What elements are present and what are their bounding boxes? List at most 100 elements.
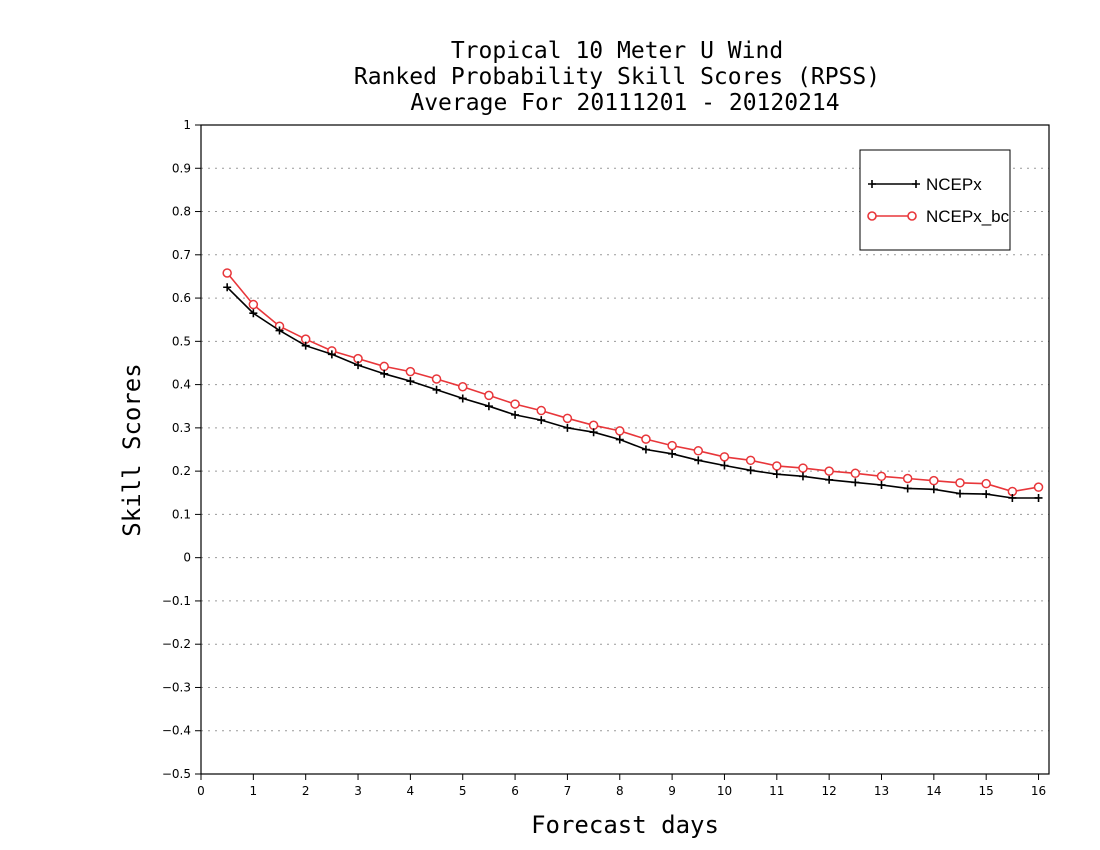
point-ncepx-2 bbox=[275, 326, 284, 335]
y-tick-label-1: 0.9 bbox=[172, 161, 191, 175]
x-tick-label-15: 15 bbox=[979, 784, 994, 798]
series-line-ncepx bbox=[226, 286, 1039, 499]
x-tick-label-9: 9 bbox=[668, 784, 676, 798]
x-tick-label-4: 4 bbox=[407, 784, 415, 798]
point-ncepx-bc-18 bbox=[693, 446, 704, 456]
y-tick-label-9: 0.1 bbox=[172, 507, 191, 521]
point-ncepx-16 bbox=[641, 445, 650, 454]
point-ncepx-bc-12 bbox=[536, 405, 546, 416]
legend-label-ncepx: NCEPx bbox=[926, 175, 982, 194]
point-ncepx-bc-20 bbox=[745, 455, 756, 466]
point-ncepx-bc-21 bbox=[772, 461, 782, 471]
point-ncepx-28 bbox=[956, 489, 965, 498]
y-tick-label-2: 0.8 bbox=[172, 205, 191, 219]
x-tick-label-13: 13 bbox=[874, 784, 889, 798]
legend-marker-ncepx-bc-2 bbox=[907, 211, 917, 221]
point-ncepx-bc-24 bbox=[850, 468, 861, 479]
y-tick-label-7: 0.3 bbox=[172, 421, 191, 435]
point-ncepx-7 bbox=[406, 377, 415, 386]
point-ncepx-30 bbox=[1008, 493, 1017, 502]
point-ncepx-bc-9 bbox=[457, 382, 468, 392]
point-ncepx-27 bbox=[929, 485, 938, 494]
legend-marker-ncepx-bc-1 bbox=[867, 211, 877, 221]
y-tick-label-11: −0.1 bbox=[162, 594, 191, 608]
point-ncepx-bc-8 bbox=[431, 374, 442, 384]
x-axis-label: Forecast days bbox=[531, 811, 719, 839]
point-ncepx-bc-10 bbox=[484, 390, 494, 401]
point-ncepx-18 bbox=[694, 456, 703, 465]
point-ncepx-13 bbox=[563, 423, 572, 432]
x-tick-label-0: 0 bbox=[197, 784, 205, 798]
y-tick-label-13: −0.3 bbox=[162, 680, 191, 694]
y-tick-label-12: −0.2 bbox=[162, 637, 191, 651]
point-ncepx-31 bbox=[1034, 493, 1043, 502]
y-tick-label-8: 0.2 bbox=[172, 464, 191, 478]
point-ncepx-bc-16 bbox=[641, 434, 651, 444]
x-tick-label-10: 10 bbox=[717, 784, 732, 798]
point-ncepx-8 bbox=[432, 385, 441, 394]
point-ncepx-bc-29 bbox=[981, 478, 991, 489]
y-axis-label: Skill Scores bbox=[118, 363, 146, 536]
x-tick-label-12: 12 bbox=[822, 784, 837, 798]
point-ncepx-10 bbox=[484, 402, 493, 411]
point-ncepx-20 bbox=[746, 466, 755, 475]
legend: NCEPx NCEPx_bc bbox=[859, 149, 1011, 251]
x-tick-label-14: 14 bbox=[926, 784, 941, 798]
y-tick-label-14: −0.4 bbox=[162, 724, 191, 738]
point-ncepx-bc-27 bbox=[929, 475, 939, 486]
x-tick-label-16: 16 bbox=[1031, 784, 1046, 798]
point-ncepx-bc-11 bbox=[510, 399, 520, 409]
point-ncepx-4 bbox=[327, 350, 336, 359]
plot-frame bbox=[200, 124, 1050, 775]
x-tick-label-6: 6 bbox=[511, 784, 519, 798]
legend-entry-ncepx-bc: NCEPx_bc bbox=[867, 207, 1010, 226]
point-ncepx-bc-15 bbox=[615, 426, 625, 436]
point-ncepx-bc-14 bbox=[588, 420, 599, 431]
point-ncepx-25 bbox=[877, 480, 886, 489]
point-ncepx-22 bbox=[798, 472, 807, 481]
y-tick-label-3: 0.7 bbox=[172, 248, 191, 262]
legend-marker-ncepx bbox=[868, 180, 920, 188]
point-ncepx-23 bbox=[825, 475, 834, 484]
x-tick-label-5: 5 bbox=[459, 784, 467, 798]
x-tick-label-11: 11 bbox=[769, 784, 784, 798]
axes: 1 0.9 0.8 0.7 0.6 0.5 0.4 0.3 0.2 0.1 0 −0.1 −0.2 −0.… bbox=[162, 118, 1050, 798]
legend-label-ncepx-bc: NCEPx_bc bbox=[926, 207, 1010, 226]
point-ncepx-bc-0 bbox=[222, 268, 232, 278]
legend-entry-ncepx: NCEPx bbox=[868, 175, 982, 194]
x-tick-label-1: 1 bbox=[250, 784, 258, 798]
point-ncepx-bc-31 bbox=[1033, 482, 1044, 492]
point-ncepx-bc-25 bbox=[876, 471, 887, 482]
y-tick-label-4: 0.6 bbox=[172, 291, 191, 305]
point-ncepx-0 bbox=[223, 283, 232, 292]
point-ncepx-15 bbox=[615, 435, 624, 444]
y-tick-label-6: 0.4 bbox=[172, 378, 191, 392]
x-tick-label-7: 7 bbox=[564, 784, 572, 798]
y-tick-label-15: −0.5 bbox=[162, 767, 191, 781]
point-ncepx-21 bbox=[772, 470, 781, 479]
point-ncepx-24 bbox=[851, 478, 860, 487]
point-ncepx-14 bbox=[589, 428, 598, 437]
point-ncepx-6 bbox=[380, 369, 389, 378]
point-ncepx-19 bbox=[720, 461, 729, 470]
y-tick-label-5: 0.5 bbox=[172, 334, 191, 348]
point-ncepx-9 bbox=[458, 394, 467, 403]
point-ncepx-bc-23 bbox=[824, 466, 834, 476]
series-layer bbox=[222, 268, 1044, 502]
point-ncepx-bc-13 bbox=[562, 413, 573, 424]
y-tick-label-0: 1 bbox=[183, 118, 191, 132]
point-ncepx-3 bbox=[301, 341, 310, 350]
point-ncepx-bc-6 bbox=[379, 361, 389, 372]
point-ncepx-1 bbox=[249, 309, 258, 318]
point-ncepx-bc-22 bbox=[798, 463, 808, 473]
chart-title-line-3: Average For 20111201 - 20120214 bbox=[410, 90, 839, 116]
chart-title-line-1: Tropical 10 Meter U Wind bbox=[451, 38, 783, 64]
point-ncepx-29 bbox=[982, 490, 991, 499]
point-ncepx-bc-19 bbox=[719, 452, 730, 462]
y-tick-label-10: 0 bbox=[183, 551, 191, 565]
x-tick-label-8: 8 bbox=[616, 784, 624, 798]
point-ncepx-bc-17 bbox=[667, 440, 677, 451]
point-ncepx-bc-28 bbox=[955, 478, 965, 488]
series-line-ncepx-bc bbox=[226, 272, 1039, 493]
